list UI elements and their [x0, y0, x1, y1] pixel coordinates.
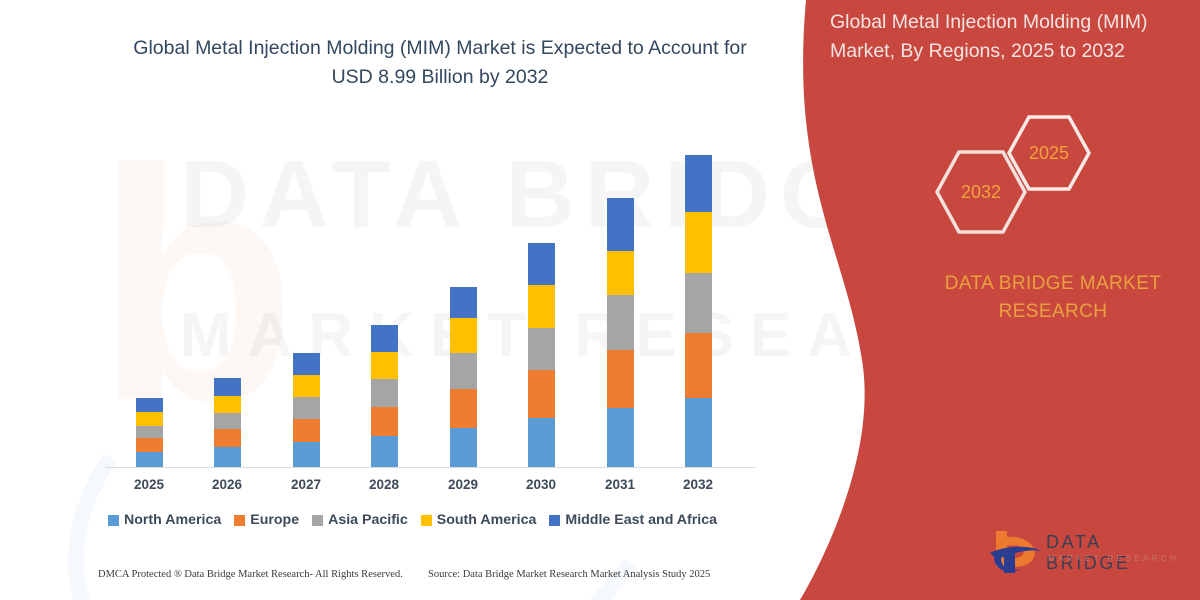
hexagon-badge-end-year: 2032: [933, 148, 1029, 236]
legend-label: Middle East and Africa: [565, 512, 718, 528]
bar-segment-asia-pacific: [213, 413, 241, 430]
bar-segment-asia-pacific: [135, 425, 163, 438]
footer-source: Source: Data Bridge Market Research Mark…: [428, 569, 711, 580]
hexagon-outline-icon: [935, 150, 1027, 234]
bar-segment-north-america: [527, 417, 555, 467]
legend-label: Europe: [250, 512, 300, 528]
bar-segment-middle-east-and-africa: [449, 287, 477, 319]
footer-copyright: DMCA Protected ® Data Bridge Market Rese…: [98, 569, 403, 580]
bar-segment-middle-east-and-africa: [292, 353, 320, 375]
legend-swatch-icon: [312, 514, 324, 526]
bar-segment-north-america: [292, 441, 320, 467]
x-tick-2028: 2028: [368, 477, 400, 492]
bar-segment-south-america: [135, 411, 163, 426]
bar-segment-asia-pacific: [606, 294, 634, 350]
bar-2028: [370, 324, 398, 467]
legend-item-south-america[interactable]: South America: [420, 512, 537, 528]
legend-swatch-icon: [549, 514, 561, 526]
bar-segment-asia-pacific: [684, 272, 712, 333]
bar-segment-south-america: [213, 396, 241, 414]
bar-segment-south-america: [684, 211, 712, 273]
bar-segment-north-america: [370, 435, 398, 467]
watermark-letter: b: [95, 100, 297, 469]
bar-segment-europe: [684, 332, 712, 398]
bar-segment-south-america: [527, 284, 555, 328]
chart-title: Global Metal Injection Molding (MIM) Mar…: [133, 37, 747, 89]
bar-segment-north-america: [606, 407, 634, 467]
bar-segment-north-america: [684, 397, 712, 467]
bar-segment-middle-east-and-africa: [684, 155, 712, 212]
bar-segment-north-america: [135, 451, 163, 467]
brand-line-1: DATA BRIDGE MARKET: [944, 273, 1162, 294]
legend-label: North America: [124, 512, 222, 528]
x-tick-2032: 2032: [682, 477, 714, 492]
legend-item-middle-east-and-africa[interactable]: Middle East and Africa: [549, 512, 717, 528]
bar-segment-asia-pacific: [292, 396, 320, 419]
bar-segment-middle-east-and-africa: [527, 243, 555, 285]
chart-plot-area: [100, 130, 760, 470]
bar-segment-south-america: [370, 351, 398, 379]
data-bridge-logo: DATA BRIDGE MARKET RESEARCH: [988, 527, 1188, 583]
bar-2032: [684, 155, 712, 467]
bar-segment-asia-pacific: [449, 353, 477, 389]
hexagon-badge-start-year: 2025: [1005, 113, 1093, 193]
bar-segment-europe: [213, 429, 241, 448]
bar-segment-europe: [135, 437, 163, 452]
legend-item-north-america[interactable]: North America: [108, 512, 221, 528]
bar-segment-europe: [527, 369, 555, 418]
brand-name: DATA BRIDGE MARKET RESEARCH: [918, 270, 1188, 325]
bar-segment-south-america: [292, 374, 320, 397]
bar-segment-europe: [449, 388, 477, 428]
bar-segment-middle-east-and-africa: [213, 377, 241, 397]
bar-segment-south-america: [606, 250, 634, 295]
bar-segment-middle-east-and-africa: [370, 324, 398, 352]
x-tick-2026: 2026: [211, 477, 243, 492]
bar-segment-north-america: [213, 447, 241, 467]
bar-segment-north-america: [449, 427, 477, 467]
legend-swatch-icon: [234, 514, 246, 526]
db-monogram-icon: [990, 531, 1042, 573]
x-tick-2031: 2031: [604, 477, 636, 492]
bar-2029: [449, 287, 477, 467]
x-tick-2030: 2030: [525, 477, 557, 492]
bar-2030: [527, 243, 555, 467]
logo-subtext: MARKET RESEARCH: [1048, 554, 1180, 563]
x-tick-2027: 2027: [290, 477, 322, 492]
bar-segment-asia-pacific: [527, 327, 555, 370]
bar-segment-south-america: [449, 318, 477, 354]
legend-item-europe[interactable]: Europe: [234, 512, 299, 528]
hexagon-end-year-label: 2032: [960, 181, 1002, 202]
bar-segment-asia-pacific: [370, 378, 398, 407]
hexagon-outline-icon: [1006, 115, 1092, 191]
legend-label: South America: [436, 512, 537, 528]
bar-2031: [606, 198, 634, 467]
hexagon-start-year-label: 2025: [1028, 142, 1070, 163]
x-tick-2029: 2029: [447, 477, 479, 492]
logo-wordmark: DATA BRIDGE: [1046, 532, 1131, 573]
brand-line-2: RESEARCH: [998, 300, 1108, 322]
x-tick-2025: 2025: [133, 477, 165, 492]
bar-segment-middle-east-and-africa: [606, 198, 634, 251]
bar-2025: [135, 397, 163, 467]
legend-item-asia-pacific[interactable]: Asia Pacific: [312, 512, 408, 528]
bar-2026: [213, 377, 241, 467]
bar-2027: [292, 353, 320, 467]
bar-segment-middle-east-and-africa: [135, 397, 163, 412]
panel-title: Global Metal Injection Molding (MIM) Mar…: [830, 11, 1148, 62]
legend-label: Asia Pacific: [328, 512, 408, 528]
chart-legend: North America Europe Asia Pacific South Ame…: [108, 512, 717, 528]
legend-swatch-icon: [420, 514, 432, 526]
legend-swatch-icon: [108, 514, 119, 526]
bar-segment-europe: [370, 406, 398, 436]
chart-baseline-axis: [105, 467, 755, 468]
bar-segment-europe: [292, 418, 320, 442]
bar-segment-europe: [606, 349, 634, 408]
